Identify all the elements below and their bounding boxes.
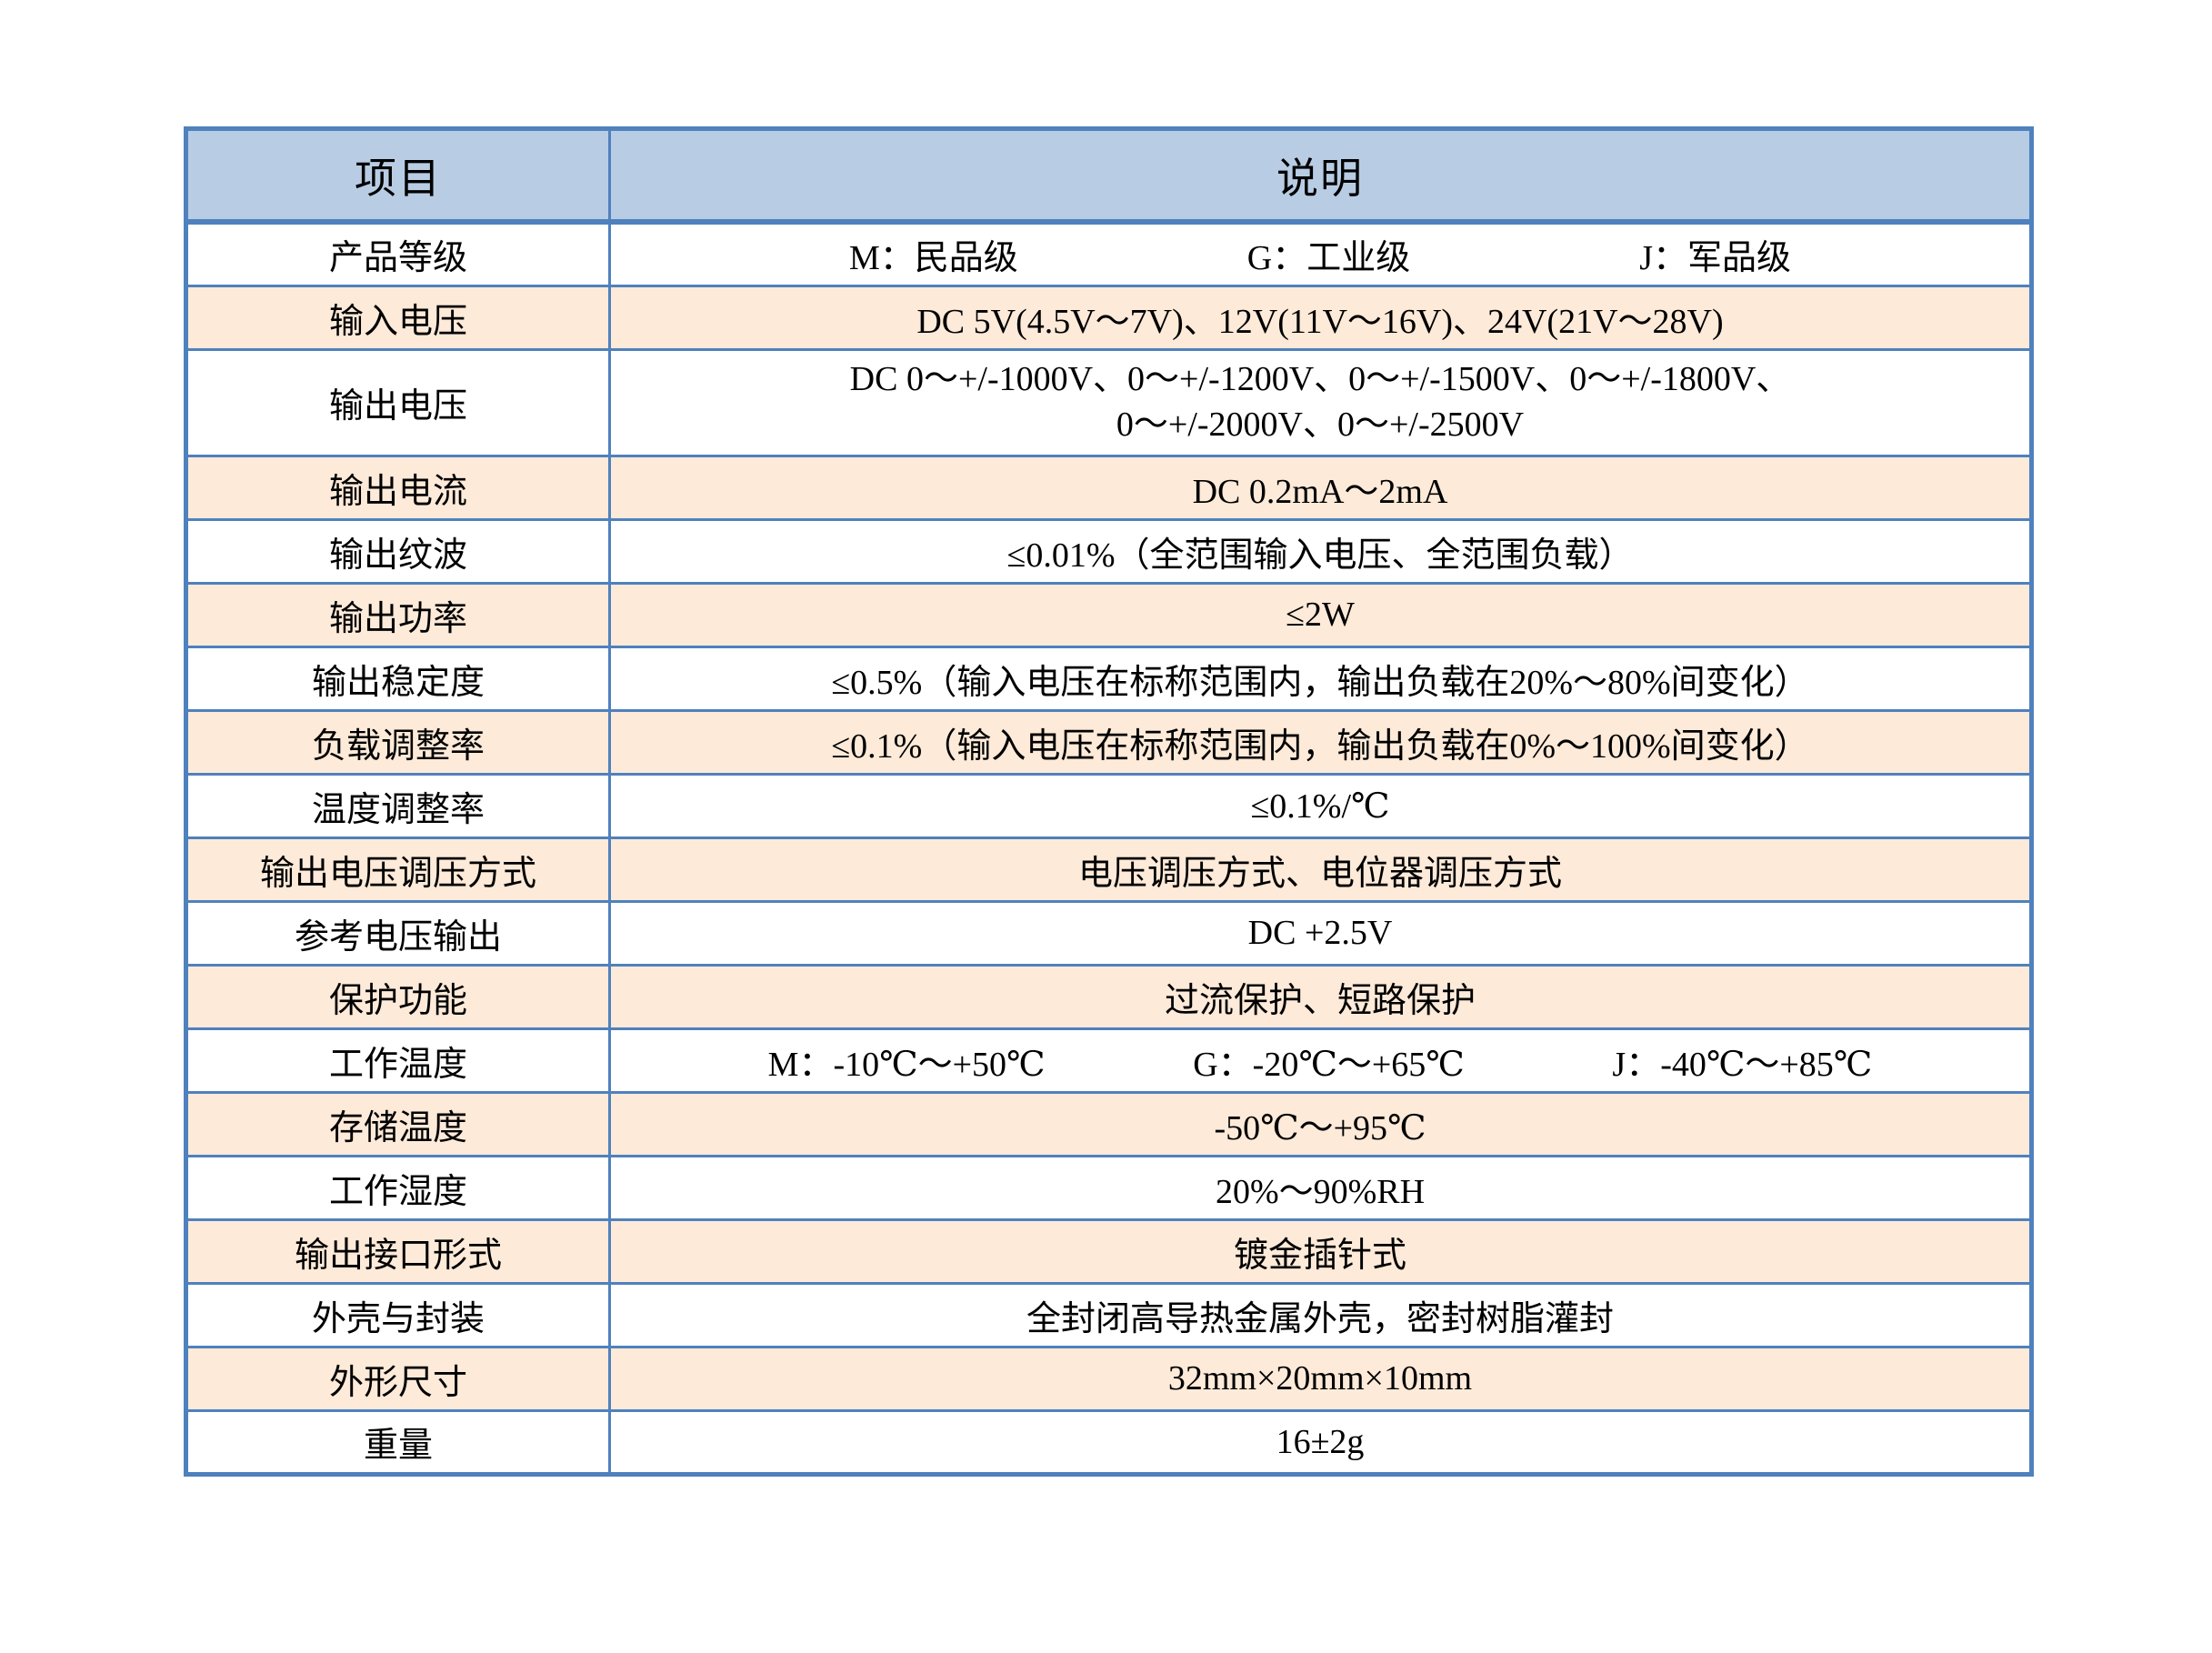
row-desc: DC 5V(4.5V～7V)、12V(11V～16V)、24V(21V～28V) <box>608 284 2033 351</box>
grade-m-label: M：民品级 <box>848 239 1018 278</box>
table-row-weight: 重量 16±2g <box>185 1408 2033 1476</box>
table-row-output-voltage: 输出电压 DC 0～+/-1000V、0～+/-1200V、0～+/-1500V… <box>185 347 2033 457</box>
temp-g-label: G：-20℃～+65℃ <box>1193 1045 1465 1084</box>
temp-m-label: M：-10℃～+50℃ <box>767 1045 1046 1084</box>
row-item-label: 输出电流 <box>185 454 611 521</box>
row-item-label: 存储温度 <box>185 1090 611 1157</box>
row-desc: -50℃～+95℃ <box>608 1090 2033 1157</box>
row-desc: DC 0～+/-1000V、0～+/-1200V、0～+/-1500V、0～+/… <box>608 347 2033 457</box>
row-item-label: 外形尺寸 <box>185 1345 611 1412</box>
row-item-label: 输出纹波 <box>185 517 611 585</box>
row-item-label: 外壳与封装 <box>185 1281 611 1348</box>
table-row-voltage-adjust-mode: 输出电压调压方式 电压调压方式、电位器调压方式 <box>185 836 2033 903</box>
table-row-output-current: 输出电流 DC 0.2mA～2mA <box>185 454 2033 521</box>
temp-j-label: J：-40℃～+85℃ <box>1612 1045 1873 1084</box>
row-desc: ≤2W <box>608 581 2033 648</box>
row-desc: 16±2g <box>608 1408 2033 1476</box>
row-desc: ≤0.5%（输入电压在标称范围内，输出负载在20%～80%间变化） <box>608 645 2033 712</box>
row-desc: DC +2.5V <box>608 899 2033 967</box>
table-row-output-stability: 输出稳定度 ≤0.5%（输入电压在标称范围内，输出负载在20%～80%间变化） <box>185 645 2033 712</box>
table-header-row: 项目 说明 <box>185 127 2033 225</box>
row-item-label: 产品等级 <box>185 220 611 287</box>
row-item-label: 输出稳定度 <box>185 645 611 712</box>
row-desc: ≤0.1%/℃ <box>608 772 2033 839</box>
spec-table: 项目 说明 产品等级 M：民品级 G：工业级 J：军品级 输入电压 DC 5V(… <box>184 126 2034 1477</box>
table-row-operating-humidity: 工作湿度 20%～90%RH <box>185 1154 2033 1221</box>
row-desc: M：-10℃～+50℃ G：-20℃～+65℃ J：-40℃～+85℃ <box>608 1027 2033 1094</box>
row-desc: 全封闭高导热金属外壳，密封树脂灌封 <box>608 1281 2033 1348</box>
grade-g-label: G：工业级 <box>1246 239 1411 278</box>
row-item-label: 输出电压 <box>185 347 611 457</box>
row-item-label: 工作湿度 <box>185 1154 611 1221</box>
row-item-label: 输出电压调压方式 <box>185 836 611 903</box>
row-item-label: 参考电压输出 <box>185 899 611 967</box>
header-desc-cell: 说明 <box>608 127 2033 225</box>
row-desc: M：民品级 G：工业级 J：军品级 <box>608 220 2033 287</box>
table-row-output-interface: 输出接口形式 镀金插针式 <box>185 1217 2033 1285</box>
table-row-case-packaging: 外壳与封装 全封闭高导热金属外壳，密封树脂灌封 <box>185 1281 2033 1348</box>
row-desc: ≤0.01%（全范围输入电压、全范围负载） <box>608 517 2033 585</box>
table-row-output-ripple: 输出纹波 ≤0.01%（全范围输入电压、全范围负载） <box>185 517 2033 585</box>
table-row-load-regulation: 负载调整率 ≤0.1%（输入电压在标称范围内，输出负载在0%～100%间变化） <box>185 708 2033 776</box>
row-item-label: 保护功能 <box>185 963 611 1030</box>
row-desc: 镀金插针式 <box>608 1217 2033 1285</box>
table-row-product-grade: 产品等级 M：民品级 G：工业级 J：军品级 <box>185 220 2033 287</box>
output-voltage-line-1: DC 0～+/-1000V、0～+/-1200V、0～+/-1500V、0～+/… <box>849 360 1791 399</box>
table-row-input-voltage: 输入电压 DC 5V(4.5V～7V)、12V(11V～16V)、24V(21V… <box>185 284 2033 351</box>
row-desc: ≤0.1%（输入电压在标称范围内，输出负载在0%～100%间变化） <box>608 708 2033 776</box>
table-row-reference-voltage: 参考电压输出 DC +2.5V <box>185 899 2033 967</box>
row-item-label: 负载调整率 <box>185 708 611 776</box>
table-row-protection: 保护功能 过流保护、短路保护 <box>185 963 2033 1030</box>
row-item-label: 输出功率 <box>185 581 611 648</box>
grade-j-label: J：军品级 <box>1639 239 1791 278</box>
grade-parts: M：民品级 G：工业级 J：军品级 <box>620 229 2020 279</box>
row-desc: 电压调压方式、电位器调压方式 <box>608 836 2033 903</box>
row-item-label: 工作温度 <box>185 1027 611 1094</box>
row-item-label: 重量 <box>185 1408 611 1476</box>
row-item-label: 输出接口形式 <box>185 1217 611 1285</box>
row-desc: DC 0.2mA～2mA <box>608 454 2033 521</box>
operating-temp-parts: M：-10℃～+50℃ G：-20℃～+65℃ J：-40℃～+85℃ <box>620 1036 2020 1086</box>
table-row-output-power: 输出功率 ≤2W <box>185 581 2033 648</box>
output-voltage-line-2: 0～+/-2000V、0～+/-2500V <box>1116 405 1525 444</box>
table-row-storage-temp: 存储温度 -50℃～+95℃ <box>185 1090 2033 1157</box>
table-row-operating-temp: 工作温度 M：-10℃～+50℃ G：-20℃～+65℃ J：-40℃～+85℃ <box>185 1027 2033 1094</box>
row-desc: 过流保护、短路保护 <box>608 963 2033 1030</box>
row-desc: 32mm×20mm×10mm <box>608 1345 2033 1412</box>
table-row-dimensions: 外形尺寸 32mm×20mm×10mm <box>185 1345 2033 1412</box>
table-row-temp-regulation: 温度调整率 ≤0.1%/℃ <box>185 772 2033 839</box>
header-item-cell: 项目 <box>185 127 611 225</box>
row-item-label: 输入电压 <box>185 284 611 351</box>
row-item-label: 温度调整率 <box>185 772 611 839</box>
row-desc: 20%～90%RH <box>608 1154 2033 1221</box>
